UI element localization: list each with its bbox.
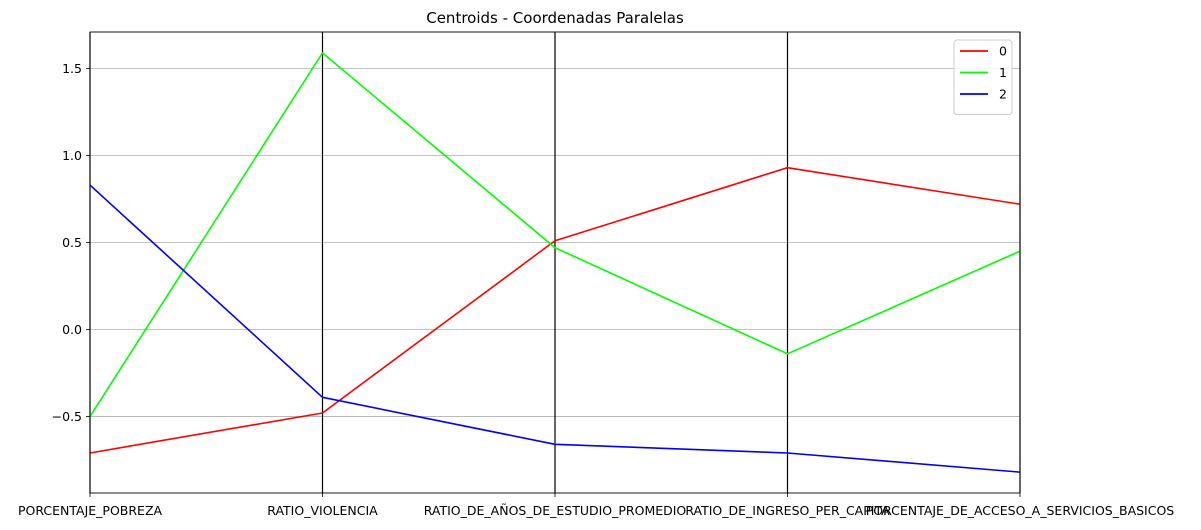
y-tick-label: 0.5 (62, 235, 82, 250)
y-tick-label: −0.5 (52, 409, 82, 424)
legend-label: 2 (999, 87, 1007, 102)
series-line-0 (89, 166, 1021, 454)
x-tick-label: RATIO_DE_AÑOS_DE_ESTUDIO_PROMEDIO (424, 503, 687, 518)
y-tick-label: 1.5 (62, 61, 82, 76)
x-tick-label: RATIO_VIOLENCIA (267, 503, 378, 518)
series-line-2 (89, 184, 1021, 473)
series-lines (89, 52, 1021, 473)
x-tick-label: PORCENTAJE_POBREZA (18, 503, 163, 518)
chart-title: Centroids - Coordenadas Paralelas (426, 9, 684, 27)
series-line-1 (89, 52, 1021, 417)
x-tick-label: RATIO_DE_INGRESO_PER_CAPITA (685, 503, 890, 518)
x-tick-label: PORCENTAJE_DE_ACCESO_A_SERVICIOS_BASICOS (866, 503, 1175, 518)
legend-label: 0 (999, 44, 1007, 59)
y-tick-label: 1.0 (62, 148, 82, 163)
y-tick-label: 0.0 (62, 322, 82, 337)
legend-label: 1 (999, 65, 1007, 80)
legend-box (953, 39, 1013, 115)
x-ticks: PORCENTAJE_POBREZA RATIO_VIOLENCIA RATIO_D… (18, 493, 1174, 518)
legend: 0 1 2 (953, 39, 1013, 115)
y-ticks: −0.5 0.0 0.5 1.0 1.5 (52, 61, 90, 424)
vertical-axes (89, 32, 1021, 493)
